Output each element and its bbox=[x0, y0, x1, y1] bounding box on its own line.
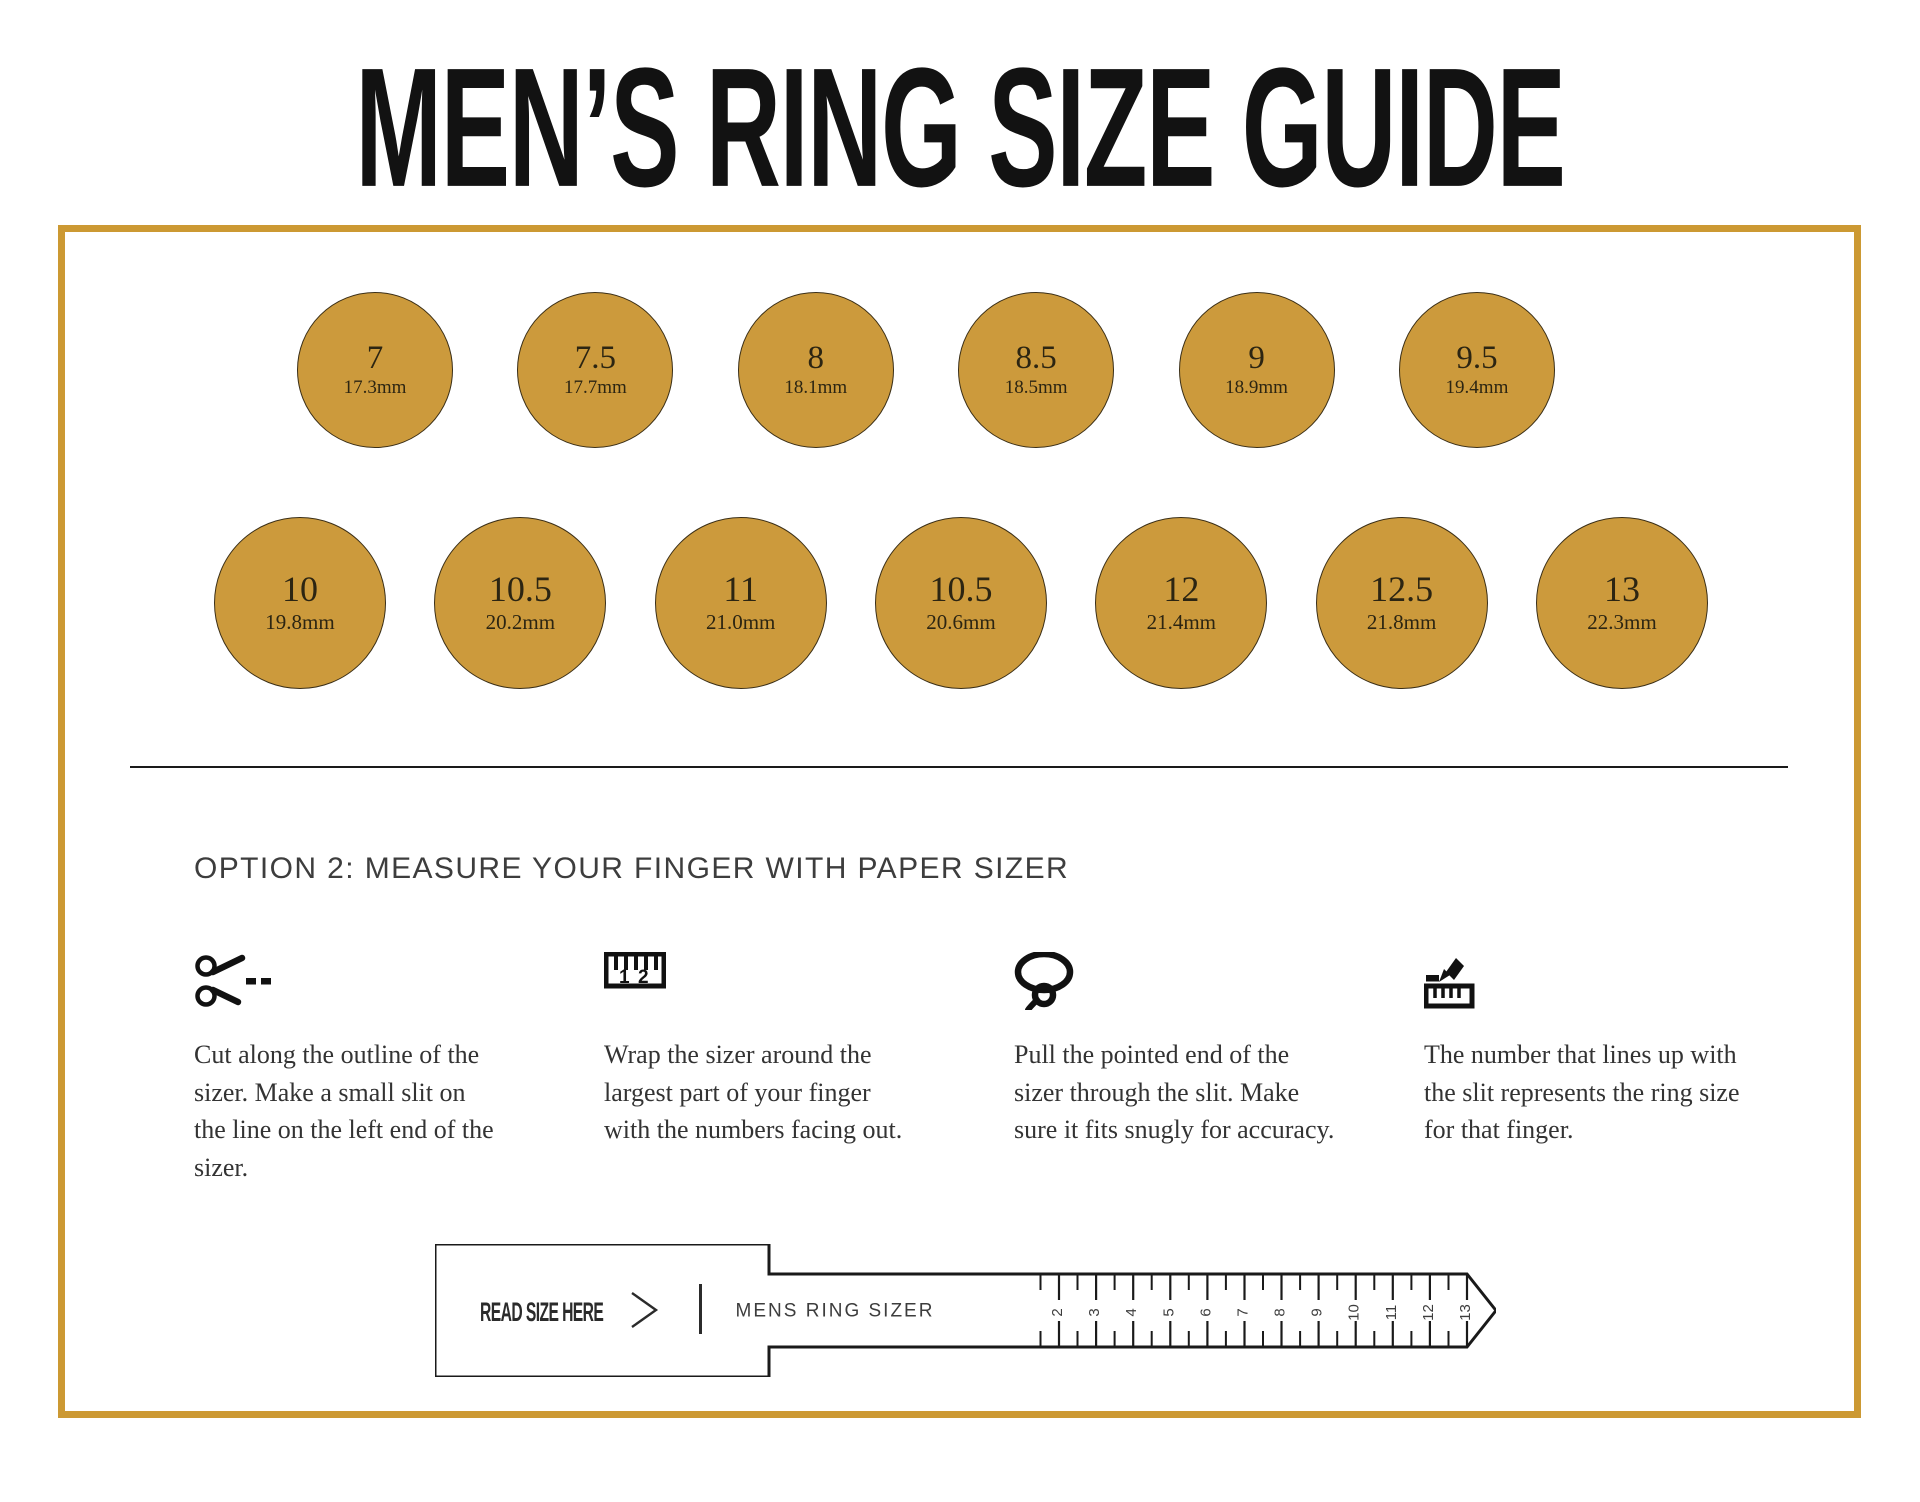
svg-text:12: 12 bbox=[1420, 1304, 1437, 1321]
svg-text:4: 4 bbox=[1123, 1308, 1140, 1316]
svg-text:2: 2 bbox=[1049, 1308, 1066, 1316]
svg-text:6: 6 bbox=[1197, 1308, 1214, 1316]
svg-text:13: 13 bbox=[1457, 1304, 1474, 1321]
svg-text:5: 5 bbox=[1160, 1308, 1177, 1316]
svg-text:1: 1 bbox=[619, 967, 630, 988]
svg-text:10: 10 bbox=[1346, 1304, 1363, 1321]
svg-text:9: 9 bbox=[1309, 1308, 1326, 1316]
svg-text:11: 11 bbox=[1383, 1305, 1400, 1321]
svg-text:8: 8 bbox=[1272, 1308, 1289, 1316]
svg-text:2: 2 bbox=[638, 967, 649, 988]
svg-text:3: 3 bbox=[1086, 1308, 1103, 1316]
svg-text:7: 7 bbox=[1235, 1308, 1252, 1316]
svg-text:MENS RING SIZER: MENS RING SIZER bbox=[736, 1301, 935, 1322]
